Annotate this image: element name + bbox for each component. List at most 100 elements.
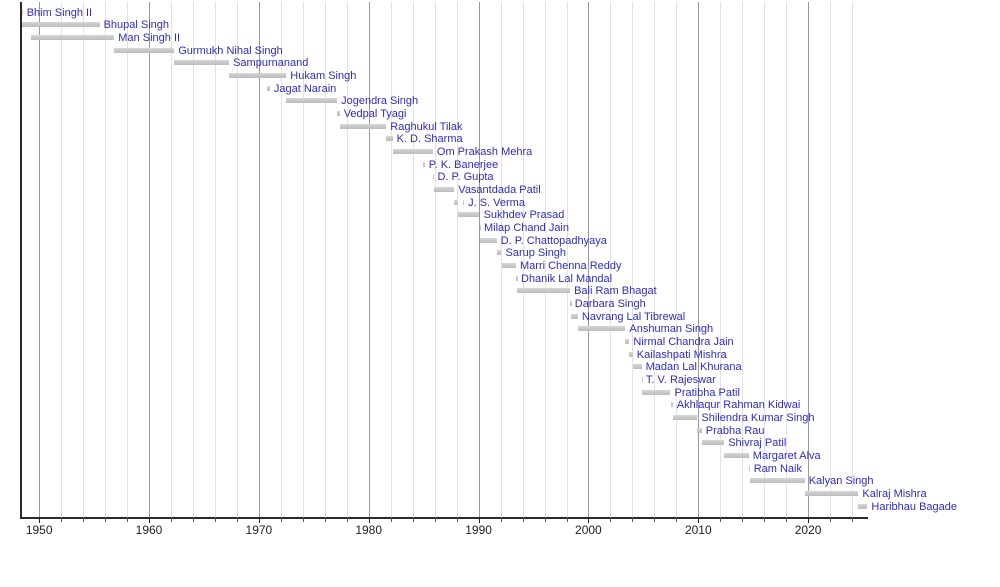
- person-label[interactable]: Vasantdada Patil: [458, 183, 541, 196]
- tenure-bar: [629, 351, 633, 357]
- person-label[interactable]: D. P. Gupta: [437, 171, 494, 184]
- axis-tick: [280, 517, 282, 522]
- tenure-bar: [496, 250, 502, 256]
- person-label[interactable]: Kailashpati Mishra: [636, 348, 727, 361]
- gridline-minor: [434, 2, 436, 517]
- gridline-major: [258, 2, 260, 517]
- gridline-major: [368, 2, 370, 517]
- tenure-bar: [386, 136, 393, 142]
- tenure-bar: [632, 364, 642, 370]
- axis-tick: [434, 517, 436, 522]
- person-label[interactable]: T. V. Rajeswar: [645, 373, 716, 386]
- person-label[interactable]: Ram Naik: [753, 462, 802, 475]
- gridline-minor: [346, 2, 348, 517]
- axis-tick: [588, 517, 590, 523]
- axis-tick: [544, 517, 546, 522]
- person-label[interactable]: Raghukul Tilak: [390, 120, 463, 133]
- person-label[interactable]: Nirmal Chandra Jain: [633, 335, 734, 348]
- gridline-minor: [522, 2, 524, 517]
- person-label[interactable]: Darbara Singh: [574, 297, 646, 310]
- person-label[interactable]: Hukam Singh: [290, 69, 357, 82]
- person-label[interactable]: Om Prakash Mehra: [436, 145, 533, 158]
- person-label[interactable]: Man Singh II: [118, 31, 181, 44]
- axis-tick: [302, 517, 304, 522]
- gridline-major: [698, 2, 700, 517]
- tenure-bar: [670, 402, 673, 408]
- person-label[interactable]: Sarup Singh: [505, 247, 567, 260]
- axis-tick: [105, 517, 107, 522]
- gridline-minor: [127, 2, 129, 517]
- person-label[interactable]: J. S. Verma: [468, 196, 525, 209]
- person-label[interactable]: K. D. Sharma: [396, 133, 463, 146]
- axis-tick: [654, 517, 656, 522]
- person-label[interactable]: Kalraj Mishra: [862, 488, 927, 500]
- tenure-bar: [672, 414, 698, 420]
- gridline-minor: [390, 2, 392, 517]
- person-label[interactable]: Sampurnanand: [233, 57, 309, 70]
- person-label[interactable]: Pratibha Patil: [674, 386, 740, 399]
- person-label[interactable]: Dhanik Lal Mandal: [521, 272, 613, 285]
- gridline-minor: [632, 2, 634, 517]
- person-label[interactable]: Bhim Singh II: [26, 6, 93, 19]
- person-label[interactable]: Vedpal Tyagi: [343, 107, 407, 120]
- axis-tick: [39, 517, 41, 523]
- tenure-bar: [174, 60, 230, 66]
- x-tick-label: 2000: [575, 523, 602, 537]
- tenure-bar: [458, 212, 480, 218]
- person-label[interactable]: Kalyan Singh: [808, 475, 874, 488]
- gridline-minor: [720, 2, 722, 517]
- person-label[interactable]: D. P. Chattopadhyaya: [500, 234, 607, 247]
- tenure-bar: [462, 199, 465, 205]
- gridline-major: [149, 2, 150, 517]
- x-tick-label: 2010: [684, 523, 712, 537]
- tenure-bar: [229, 72, 287, 78]
- person-label[interactable]: Shilendra Kumar Singh: [701, 411, 815, 424]
- person-label[interactable]: Milap Chand Jain: [484, 221, 569, 234]
- person-label[interactable]: Haribhau Bagade: [871, 500, 958, 513]
- gridline-minor: [214, 2, 216, 517]
- person-label[interactable]: Jagat Narain: [273, 82, 337, 95]
- gridline-minor: [566, 2, 568, 517]
- tenure-bar: [30, 34, 115, 40]
- person-label[interactable]: Prabha Rau: [705, 424, 765, 437]
- tenure-bar: [392, 148, 433, 154]
- gridline-minor: [742, 2, 744, 517]
- person-label[interactable]: P. K. Banerjee: [428, 158, 499, 171]
- person-label[interactable]: Anshuman Singh: [629, 323, 714, 336]
- person-label[interactable]: Bhupal Singh: [103, 19, 170, 32]
- person-label[interactable]: Akhlaqur Rahman Kidwai: [676, 399, 801, 412]
- person-label[interactable]: Bali Ram Bhagat: [574, 285, 657, 298]
- gridline-minor: [544, 2, 546, 517]
- tenure-bar: [749, 478, 805, 484]
- tenure-bar: [804, 491, 859, 496]
- person-label[interactable]: Navrang Lal Tibrewal: [581, 310, 686, 323]
- x-axis-line: [20, 517, 868, 519]
- tenure-bar: [516, 275, 518, 281]
- person-label[interactable]: Margaret Alva: [752, 449, 821, 462]
- person-label[interactable]: Gurmukh Nihal Singh: [178, 44, 283, 57]
- gridline-minor: [193, 2, 194, 517]
- person-label[interactable]: Madan Lal Khurana: [645, 361, 742, 374]
- tenure-bar: [337, 110, 340, 116]
- x-tick-label: 1990: [465, 523, 492, 537]
- axis-tick: [610, 517, 612, 522]
- tenure-bar: [267, 85, 270, 91]
- axis-tick: [61, 517, 63, 522]
- tenure-bar: [701, 440, 725, 446]
- gridline-minor: [302, 2, 304, 517]
- axis-tick: [456, 517, 458, 522]
- gridline-minor: [852, 2, 854, 517]
- tenure-bar: [339, 123, 387, 129]
- person-label[interactable]: Jogendra Singh: [341, 95, 419, 108]
- axis-tick: [368, 517, 370, 523]
- person-label[interactable]: Marri Chenna Reddy: [520, 259, 622, 272]
- person-label[interactable]: Shivraj Patil: [728, 437, 787, 450]
- axis-tick: [764, 517, 766, 522]
- person-label[interactable]: Sukhdev Prasad: [483, 209, 565, 222]
- gridline-major: [588, 2, 590, 517]
- axis-tick: [412, 517, 414, 522]
- tenure-bar: [570, 313, 578, 319]
- x-tick-label: 1950: [25, 523, 53, 537]
- tenure-bar: [432, 174, 435, 180]
- axis-tick: [346, 517, 348, 522]
